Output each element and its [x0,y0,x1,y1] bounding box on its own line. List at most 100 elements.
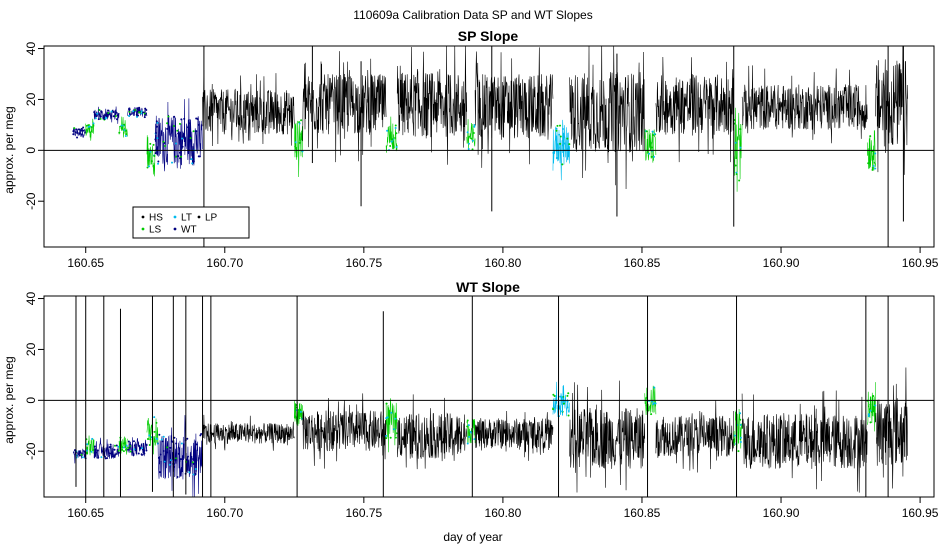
wt-point-16-10 [651,400,653,403]
sp-point-2-3 [115,118,118,121]
sp-plot-frame [43,45,935,248]
sp-x-tick-label-5: 160.90 [763,256,800,270]
wt-point-6-16 [179,458,182,461]
wt-point-3-2 [122,446,125,449]
wt-trace-trace-19 [741,390,868,493]
wt-point-5-7 [153,416,156,419]
wt-point-6-12 [159,453,162,456]
sp-point-8-3 [301,150,304,153]
wt-point-8-6 [298,409,301,412]
sp-point-20-4 [873,161,876,164]
sp-point-8-5 [300,133,303,136]
wt-point-2-22 [100,456,103,459]
sp-point-18-0 [735,171,738,174]
wt-trace-ls-10 [385,398,398,453]
wt-trace-trace-11 [396,394,468,470]
wt-point-14-14 [561,396,564,399]
wt-point-6-34 [180,442,183,445]
sp-point-8-6 [295,150,298,153]
wt-trace-trace-15 [569,380,646,493]
sp-point-14-11 [555,156,558,159]
wt-point-3-8 [123,442,126,445]
wt-point-14-9 [561,410,564,413]
sp-x-tick-label-1: 160.70 [206,256,243,270]
sp-point-2-2 [100,110,103,113]
wt-point-16-4 [649,405,652,408]
wt-plot-frame [43,295,935,498]
wt-point-0-0 [78,450,81,453]
wt-point-14-7 [553,395,556,398]
wt-y-tick-label-0: -20 [24,442,38,460]
wt-point-4-17 [141,447,144,450]
sp-point-14-9 [561,127,564,130]
sp-point-0-6 [73,127,76,130]
wt-point-1-1 [86,443,89,446]
wt-point-14-4 [566,400,569,403]
sp-trace-ls-8 [294,120,303,178]
sp-point-6-22 [154,138,157,141]
sp-point-4-17 [138,111,141,114]
wt-trace-trace-9 [302,393,387,469]
wt-point-14-5 [566,394,569,397]
sp-trace-ls-20 [866,130,876,171]
wt-point-18-1 [739,436,742,439]
sp-point-6-43 [164,144,167,147]
wt-trace-wt-2 [93,437,120,460]
sp-point-14-14 [555,129,558,132]
wt-point-2-17 [103,455,106,458]
wt-point-0-1 [80,453,83,456]
sp-point-12-0 [467,142,470,145]
sp-point-6-21 [197,123,200,126]
wt-point-18-8 [739,418,742,421]
sp-point-6-24 [174,133,177,136]
wt-point-6-38 [177,452,180,455]
wt-trace-trace-17 [655,400,735,473]
wt-y-axis-label: approx. per meg [2,356,16,443]
sp-point-6-31 [180,118,183,121]
sp-point-6-16 [187,126,190,129]
sp-x-tick-label-4: 160.85 [624,256,661,270]
wt-point-10-2 [394,417,397,420]
sp-point-2-7 [99,115,102,118]
wt-x-tick-label-0: 160.65 [67,506,104,520]
wt-point-5-6 [148,434,151,437]
wt-point-6-21 [199,434,202,437]
wt-x-tick-label-4: 160.85 [624,506,661,520]
sp-point-14-10 [559,135,562,138]
wt-point-6-13 [175,442,178,445]
wt-point-6-37 [194,467,197,470]
sp-point-1-2 [90,126,93,129]
wt-point-6-22 [195,443,198,446]
wt-point-6-28 [166,446,169,449]
sp-trace-trace-15 [569,46,646,190]
sp-point-6-12 [157,160,160,163]
sp-point-10-3 [386,129,389,132]
sp-point-4-11 [136,115,139,118]
sp-point-2-20 [96,112,99,115]
sp-point-14-1 [555,127,558,130]
sp-trace-trace-19 [741,65,868,144]
wt-point-6-42 [158,433,161,436]
sp-point-2-0 [107,112,110,115]
wt-point-6-32 [158,456,161,459]
wt-point-6-36 [169,446,172,449]
sp-point-0-7 [77,128,80,131]
sp-point-2-5 [110,110,113,113]
wt-point-18-0 [739,412,742,415]
wt-point-6-18 [162,450,165,453]
wt-point-1-6 [90,450,93,453]
wt-point-2-19 [117,445,120,448]
wt-trace-wt-6 [157,415,203,497]
wt-point-20-0 [869,409,872,412]
legend-marker-wt [173,227,177,231]
wt-point-3-3 [121,448,124,451]
sp-point-20-3 [871,167,874,170]
sp-point-3-8 [124,134,127,137]
wt-point-10-3 [385,402,388,405]
wt-point-6-39 [188,471,191,474]
sp-y-axis-label: approx. per meg [2,106,16,193]
legend-marker-lt [173,215,177,219]
sp-point-20-8 [874,167,877,170]
wt-point-4-5 [128,444,131,447]
